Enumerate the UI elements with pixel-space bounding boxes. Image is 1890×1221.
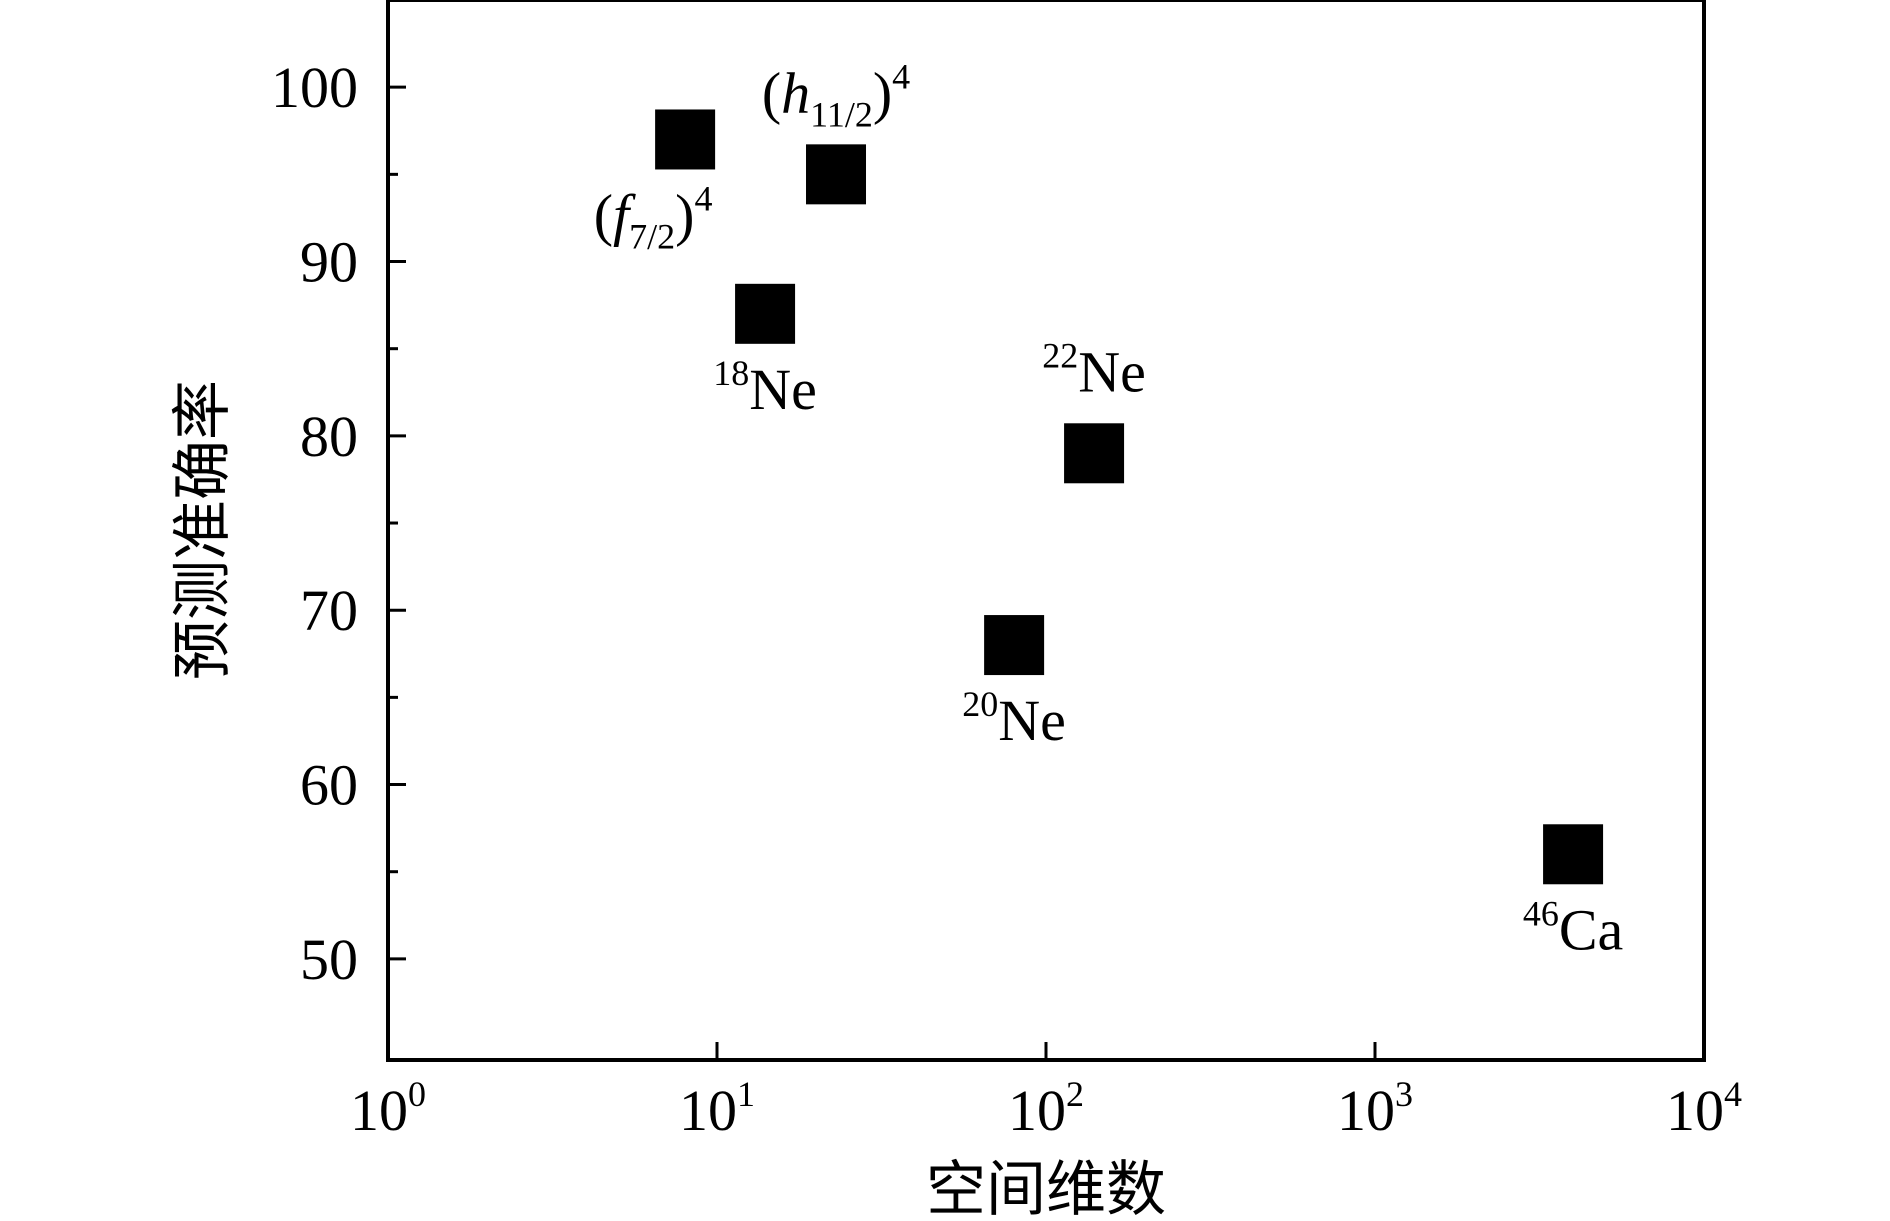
x-tick-label: 104: [1666, 1074, 1742, 1143]
y-tick-label: 90: [300, 230, 358, 295]
data-points: (f7/2)4 (h11/2)4 18Ne 22Ne 20Ne 46Ca: [594, 56, 1624, 962]
point-label-f72: (f7/2)4: [594, 178, 713, 256]
point-label-h112: (h11/2)4: [762, 56, 910, 134]
data-point-ne22: [1064, 423, 1125, 484]
point-label-ne18: 18Ne: [713, 353, 817, 422]
point-label-ne22: 22Ne: [1042, 335, 1146, 404]
x-axis: 100 101 102 103 104: [350, 1042, 1742, 1143]
point-label-ne20: 20Ne: [962, 684, 1066, 753]
x-tick-label: 103: [1337, 1074, 1413, 1143]
y-tick-label: 100: [271, 55, 358, 120]
data-point-h112: [806, 144, 867, 205]
data-point-f72: [655, 109, 716, 170]
x-tick-label: 100: [350, 1074, 426, 1143]
data-point-ca46: [1543, 824, 1604, 885]
y-tick-label: 60: [300, 753, 358, 818]
x-tick-label: 102: [1008, 1074, 1084, 1143]
y-axis: 50 60 70 80 90 100: [271, 55, 406, 992]
plot-frame: [386, 0, 1706, 1062]
data-point-ne18: [735, 283, 796, 344]
y-tick-label: 70: [300, 578, 358, 643]
y-tick-label: 80: [300, 404, 358, 469]
y-tick-label: 50: [300, 927, 358, 992]
data-point-ne20: [984, 615, 1045, 676]
x-tick-label: 101: [679, 1074, 755, 1143]
x-axis-label: 空间维数: [926, 1157, 1166, 1221]
y-axis-label: 预测准确率: [170, 380, 236, 680]
point-label-ca46: 46Ca: [1523, 893, 1623, 962]
